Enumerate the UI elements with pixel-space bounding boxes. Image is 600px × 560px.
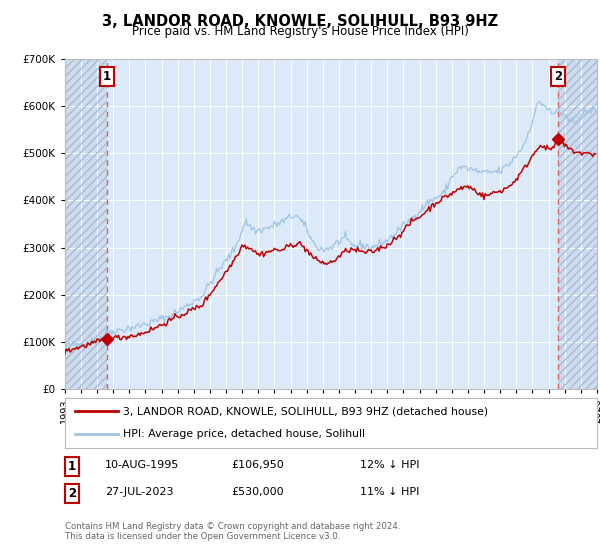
Bar [65, 59, 107, 389]
Bar [558, 59, 597, 389]
Text: 2: 2 [68, 487, 76, 500]
Text: £530,000: £530,000 [231, 487, 284, 497]
Bar [558, 59, 597, 389]
Text: 1: 1 [68, 460, 76, 473]
Text: 12% ↓ HPI: 12% ↓ HPI [360, 460, 419, 470]
Text: 10-AUG-1995: 10-AUG-1995 [105, 460, 179, 470]
Text: 27-JUL-2023: 27-JUL-2023 [105, 487, 173, 497]
Text: £106,950: £106,950 [231, 460, 284, 470]
Text: 3, LANDOR ROAD, KNOWLE, SOLIHULL, B93 9HZ (detached house): 3, LANDOR ROAD, KNOWLE, SOLIHULL, B93 9H… [124, 406, 488, 416]
Text: 1: 1 [103, 71, 111, 83]
Bar [65, 59, 107, 389]
Text: HPI: Average price, detached house, Solihull: HPI: Average price, detached house, Soli… [124, 430, 365, 440]
Text: 3, LANDOR ROAD, KNOWLE, SOLIHULL, B93 9HZ: 3, LANDOR ROAD, KNOWLE, SOLIHULL, B93 9H… [102, 14, 498, 29]
Text: Price paid vs. HM Land Registry's House Price Index (HPI): Price paid vs. HM Land Registry's House … [131, 25, 469, 38]
Text: 11% ↓ HPI: 11% ↓ HPI [360, 487, 419, 497]
Text: 2: 2 [554, 71, 562, 83]
Text: Contains HM Land Registry data © Crown copyright and database right 2024.
This d: Contains HM Land Registry data © Crown c… [65, 522, 400, 542]
